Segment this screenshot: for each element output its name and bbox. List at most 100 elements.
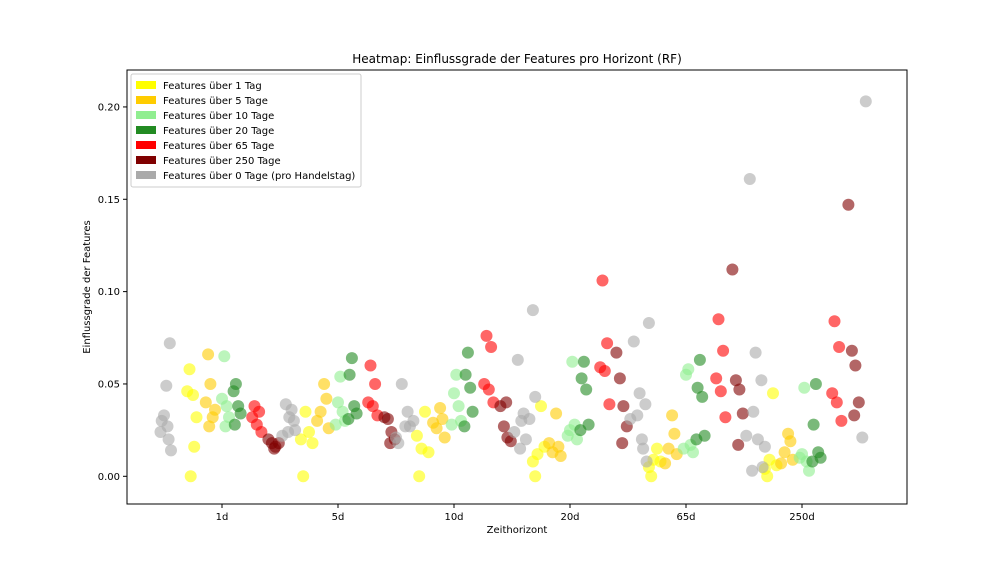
data-point <box>514 442 527 455</box>
data-point <box>203 420 216 433</box>
data-point <box>696 390 709 403</box>
x-tick-label: 10d <box>444 512 463 523</box>
data-point <box>603 398 616 411</box>
legend-swatch <box>136 156 156 164</box>
data-point <box>218 350 231 363</box>
data-point <box>849 359 862 372</box>
data-point <box>756 461 769 474</box>
data-point <box>617 400 630 413</box>
data-point <box>427 416 440 429</box>
data-point <box>204 378 217 390</box>
x-axis-label: Zeithorizont <box>487 525 548 536</box>
data-point <box>401 405 414 418</box>
legend-entry: Features über 250 Tage <box>163 156 281 167</box>
data-point <box>826 387 839 400</box>
data-point <box>485 341 498 353</box>
data-point <box>306 437 319 450</box>
data-point <box>436 413 449 425</box>
y-tick-label: 0.00 <box>98 472 120 483</box>
data-point <box>758 440 771 453</box>
points-layer <box>154 95 872 483</box>
data-point <box>163 337 176 350</box>
data-point <box>482 383 495 396</box>
y-tick-label: 0.20 <box>98 102 120 113</box>
data-point <box>733 383 746 396</box>
data-point <box>717 344 730 357</box>
data-point <box>596 274 609 287</box>
data-point <box>561 429 574 442</box>
data-point <box>184 470 197 483</box>
data-point <box>410 429 423 442</box>
legend-entry: Features über 0 Tage (pro Handelstag) <box>163 171 355 182</box>
legend-swatch <box>136 111 156 119</box>
x-tick-label: 5d <box>332 512 345 523</box>
data-point <box>160 379 173 392</box>
data-point <box>497 420 510 433</box>
data-point <box>332 396 344 409</box>
data-point <box>639 398 652 411</box>
data-point <box>666 409 679 422</box>
data-point <box>640 455 653 468</box>
data-point <box>519 433 532 446</box>
legend-entry: Features über 1 Tag <box>163 81 262 92</box>
data-point <box>755 374 768 387</box>
data-point <box>390 431 402 444</box>
data-point <box>807 418 820 431</box>
data-point <box>458 420 471 433</box>
data-point <box>659 457 672 470</box>
data-point <box>345 352 358 365</box>
data-point <box>848 409 861 422</box>
data-point <box>297 470 310 483</box>
data-point <box>413 470 426 483</box>
data-point <box>719 411 732 424</box>
data-point <box>422 446 435 459</box>
data-point <box>289 424 302 437</box>
legend-swatch <box>136 141 156 149</box>
data-point <box>677 442 690 455</box>
data-point <box>627 335 640 348</box>
data-point <box>220 400 233 413</box>
legend-swatch <box>136 96 156 104</box>
data-point <box>712 313 725 326</box>
y-tick-label: 0.10 <box>98 287 120 298</box>
data-point <box>227 385 240 398</box>
legend: Features über 1 Tag Features über 5 Tage F… <box>130 73 362 188</box>
data-point <box>645 470 658 483</box>
data-point <box>183 363 196 376</box>
chart-title: Heatmap: Einflussgrade der Features pro … <box>352 52 682 66</box>
legend-entry: Features über 10 Tage <box>163 111 274 122</box>
data-point <box>276 429 289 442</box>
y-tick-label: 0.15 <box>98 195 120 206</box>
data-point <box>798 381 811 394</box>
data-point <box>395 378 408 390</box>
data-point <box>809 378 822 390</box>
data-point <box>746 464 759 477</box>
legend-swatch <box>136 171 156 179</box>
data-point <box>845 344 858 357</box>
data-point <box>438 431 451 444</box>
x-tick-label: 1d <box>216 512 229 523</box>
data-point <box>651 442 663 455</box>
data-point <box>452 400 465 413</box>
data-point <box>445 418 458 431</box>
data-point <box>314 405 327 418</box>
data-point <box>187 389 199 401</box>
data-point <box>419 405 431 418</box>
data-point <box>833 341 846 353</box>
data-point <box>202 348 215 361</box>
data-point <box>690 433 703 446</box>
x-tick-label: 250d <box>789 512 814 523</box>
data-point <box>329 418 342 431</box>
data-point <box>508 426 521 438</box>
data-point <box>613 372 626 385</box>
data-point <box>334 370 347 383</box>
y-tick-label: 0.05 <box>98 379 120 390</box>
data-point <box>616 437 629 450</box>
x-axis: 1d 5d 10d 20d 65d 250d <box>216 504 815 523</box>
data-point <box>806 455 819 468</box>
data-point <box>637 442 650 455</box>
data-point <box>743 173 756 185</box>
x-tick-label: 20d <box>560 512 579 523</box>
data-point <box>320 392 333 405</box>
data-point <box>577 355 590 368</box>
